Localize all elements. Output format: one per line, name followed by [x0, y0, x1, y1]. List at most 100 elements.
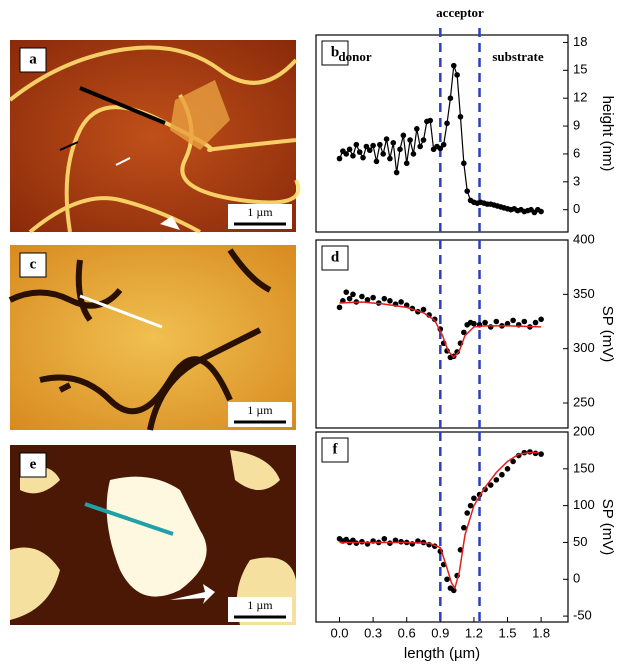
data-point — [387, 156, 393, 162]
y-tick-label: 400 — [573, 231, 595, 246]
data-point — [380, 151, 386, 157]
data-point — [461, 525, 467, 531]
panel-label: e — [30, 456, 37, 472]
x-tick-label: 1.5 — [498, 625, 516, 640]
y-axis-label: SP (mV) — [599, 306, 616, 362]
y-tick-label: 15 — [573, 62, 587, 77]
data-point — [538, 317, 544, 323]
panel-label: a — [29, 51, 37, 67]
afm-image-a — [10, 40, 298, 232]
data-point — [441, 142, 447, 148]
data-point — [343, 289, 349, 295]
y-tick-label: 12 — [573, 90, 587, 105]
data-point — [390, 140, 396, 146]
x-tick-label: 0.9 — [431, 625, 449, 640]
data-point — [464, 188, 470, 194]
data-point — [370, 143, 376, 149]
y-axis-label: height (nm) — [599, 96, 616, 172]
data-point — [370, 295, 376, 301]
data-point — [464, 510, 470, 516]
data-point — [337, 156, 343, 162]
data-point — [350, 292, 356, 298]
data-point — [482, 320, 488, 326]
data-point — [488, 324, 494, 330]
data-point — [461, 160, 467, 166]
y-tick-label: 200 — [573, 423, 595, 438]
annotation: acceptor — [436, 5, 484, 20]
data-point — [357, 149, 363, 155]
data-point — [471, 495, 477, 501]
y-tick-label: 350 — [573, 286, 595, 301]
data-point — [401, 133, 407, 139]
data-point — [411, 151, 417, 157]
data-point — [343, 151, 349, 157]
data-point — [538, 451, 544, 457]
data-point — [538, 209, 544, 215]
y-tick-label: 250 — [573, 394, 595, 409]
data-point — [384, 136, 390, 142]
data-point — [347, 146, 353, 152]
data-point — [407, 137, 413, 143]
x-tick-label: 0.0 — [330, 625, 348, 640]
y-tick-label: 300 — [573, 340, 595, 355]
annotation: substrate — [492, 49, 544, 64]
y-tick-label: 0 — [573, 571, 580, 586]
data-point — [350, 153, 356, 159]
data-point — [414, 126, 420, 132]
data-point — [382, 296, 388, 302]
data-point — [494, 319, 500, 325]
figure: a1 µmc1 µme1 µm0369121518height (nm)bacc… — [0, 0, 618, 661]
data-point — [354, 142, 360, 148]
data-point — [387, 298, 393, 304]
plot-frame — [316, 35, 568, 232]
x-tick-label: 0.6 — [398, 625, 416, 640]
data-point — [359, 294, 365, 300]
data-point — [494, 477, 500, 483]
data-point — [444, 120, 450, 126]
x-tick-label: 1.2 — [465, 625, 483, 640]
x-tick-label: 1.8 — [532, 625, 550, 640]
data-point — [499, 472, 505, 478]
annotation: donor — [338, 49, 371, 64]
scale-bar-label: 1 µm — [247, 205, 273, 219]
x-tick-label: 0.3 — [364, 625, 382, 640]
y-tick-label: 6 — [573, 145, 580, 160]
scale-bar-label: 1 µm — [247, 598, 273, 612]
y-tick-label: -50 — [573, 608, 592, 623]
data-point — [448, 95, 454, 101]
data-point — [468, 503, 474, 509]
data-point — [421, 137, 427, 143]
y-tick-label: 100 — [573, 497, 595, 512]
panel-label: d — [331, 249, 340, 265]
data-point — [417, 144, 423, 150]
data-point — [382, 536, 388, 542]
x-axis-label: length (µm) — [404, 645, 480, 661]
y-tick-label: 18 — [573, 34, 587, 49]
plot-frame — [316, 432, 568, 622]
data-point — [394, 170, 400, 176]
data-point — [451, 63, 457, 69]
data-point — [458, 114, 464, 120]
data-point — [404, 160, 410, 166]
data-point — [374, 159, 380, 165]
data-point — [367, 147, 373, 153]
data-point — [360, 155, 366, 161]
data-point — [377, 142, 383, 148]
y-tick-label: 0 — [573, 201, 580, 216]
data-point — [444, 576, 450, 582]
data-point — [454, 72, 460, 78]
data-point — [337, 305, 343, 311]
data-point — [397, 146, 403, 152]
data-point — [451, 588, 457, 594]
data-point — [471, 321, 477, 327]
y-tick-label: 3 — [573, 173, 580, 188]
y-tick-label: 9 — [573, 118, 580, 133]
data-point — [510, 318, 516, 324]
data-point — [533, 320, 539, 326]
y-tick-label: 150 — [573, 460, 595, 475]
y-axis-label: SP (mV) — [599, 499, 616, 555]
panel-label: c — [30, 256, 37, 272]
data-point — [522, 319, 528, 325]
data-point — [427, 118, 433, 124]
data-point — [398, 299, 404, 305]
